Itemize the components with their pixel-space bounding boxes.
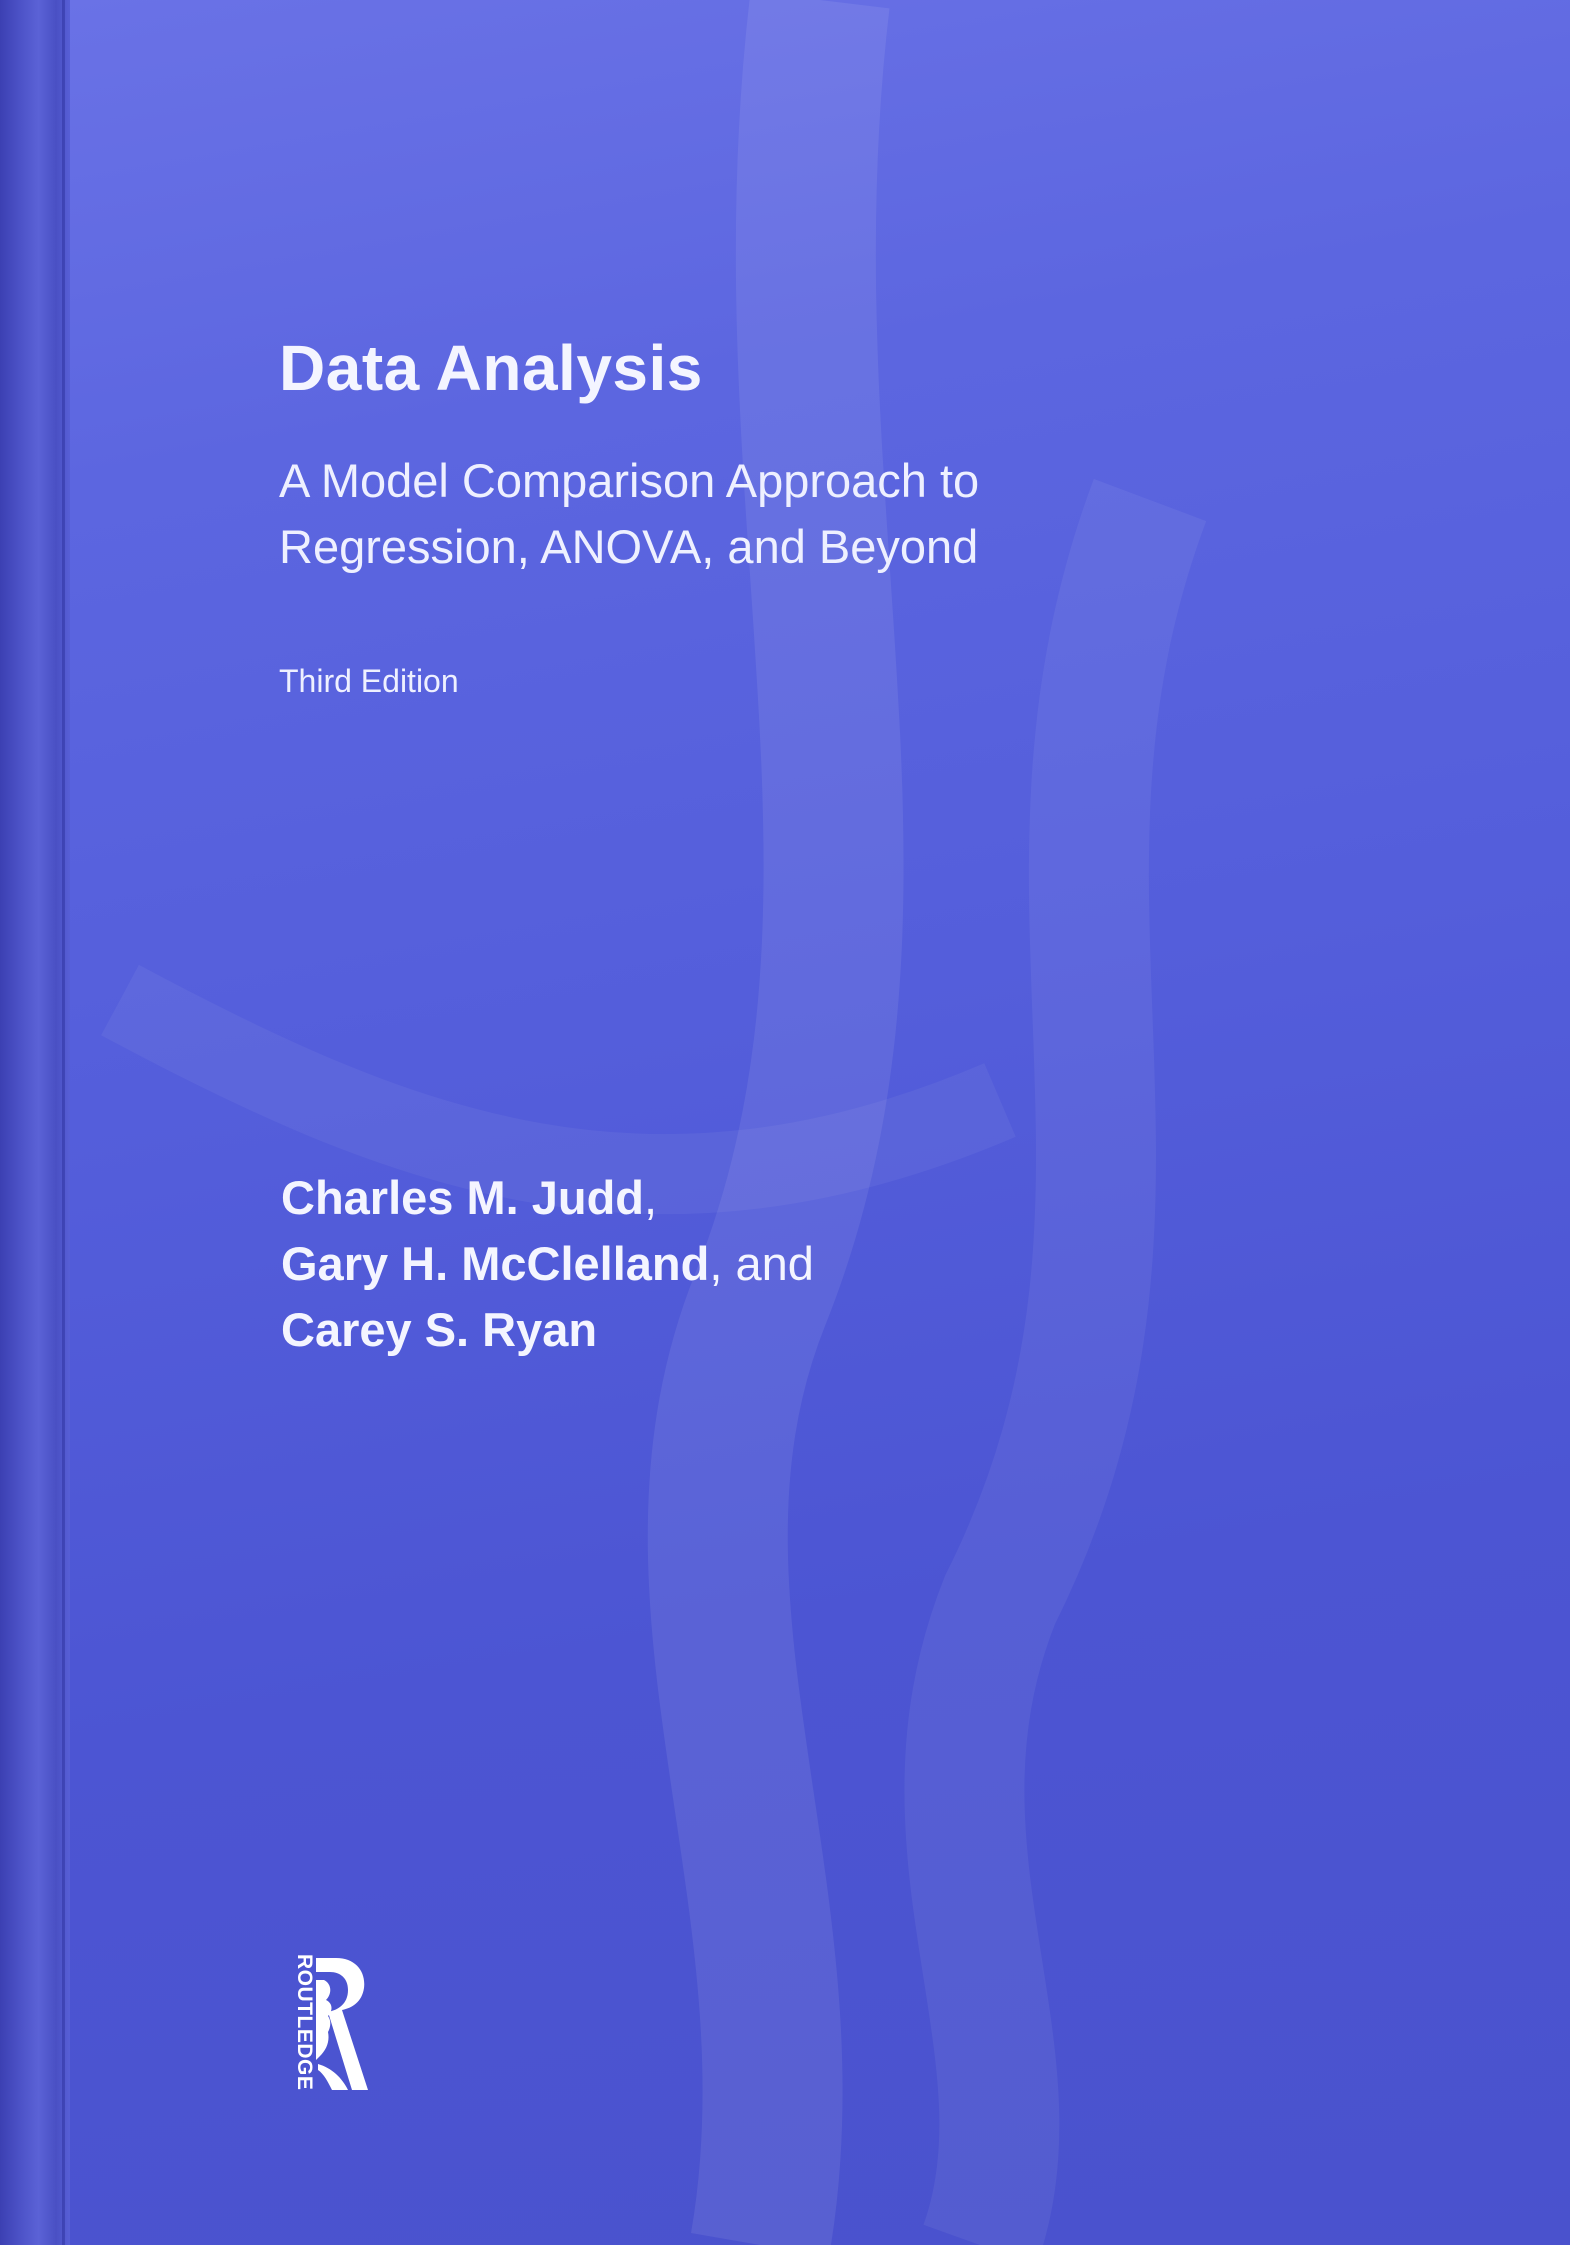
book-edition: Third Edition <box>279 663 459 700</box>
author-name: Carey S. Ryan <box>281 1303 597 1356</box>
author-separator: , <box>644 1171 657 1224</box>
hinge-divider <box>62 0 65 2245</box>
author-name: Charles M. Judd <box>281 1171 644 1224</box>
subtitle-line: A Model Comparison Approach to <box>279 448 979 514</box>
author-name: Gary H. McClelland <box>281 1237 709 1290</box>
cover-hinge <box>0 0 70 2245</box>
routledge-logo-icon: ROUTLEDGE <box>272 1950 372 2095</box>
subtitle-line: Regression, ANOVA, and Beyond <box>279 514 979 580</box>
author-separator: , and <box>709 1237 814 1290</box>
author-list: Charles M. Judd, Gary H. McClelland, and… <box>281 1165 814 1363</box>
book-title: Data Analysis <box>279 336 703 400</box>
author-line: Carey S. Ryan <box>281 1297 814 1363</box>
svg-text:ROUTLEDGE: ROUTLEDGE <box>293 1954 316 2090</box>
book-subtitle: A Model Comparison Approach to Regressio… <box>279 448 979 580</box>
author-line: Gary H. McClelland, and <box>281 1231 814 1297</box>
author-line: Charles M. Judd, <box>281 1165 814 1231</box>
